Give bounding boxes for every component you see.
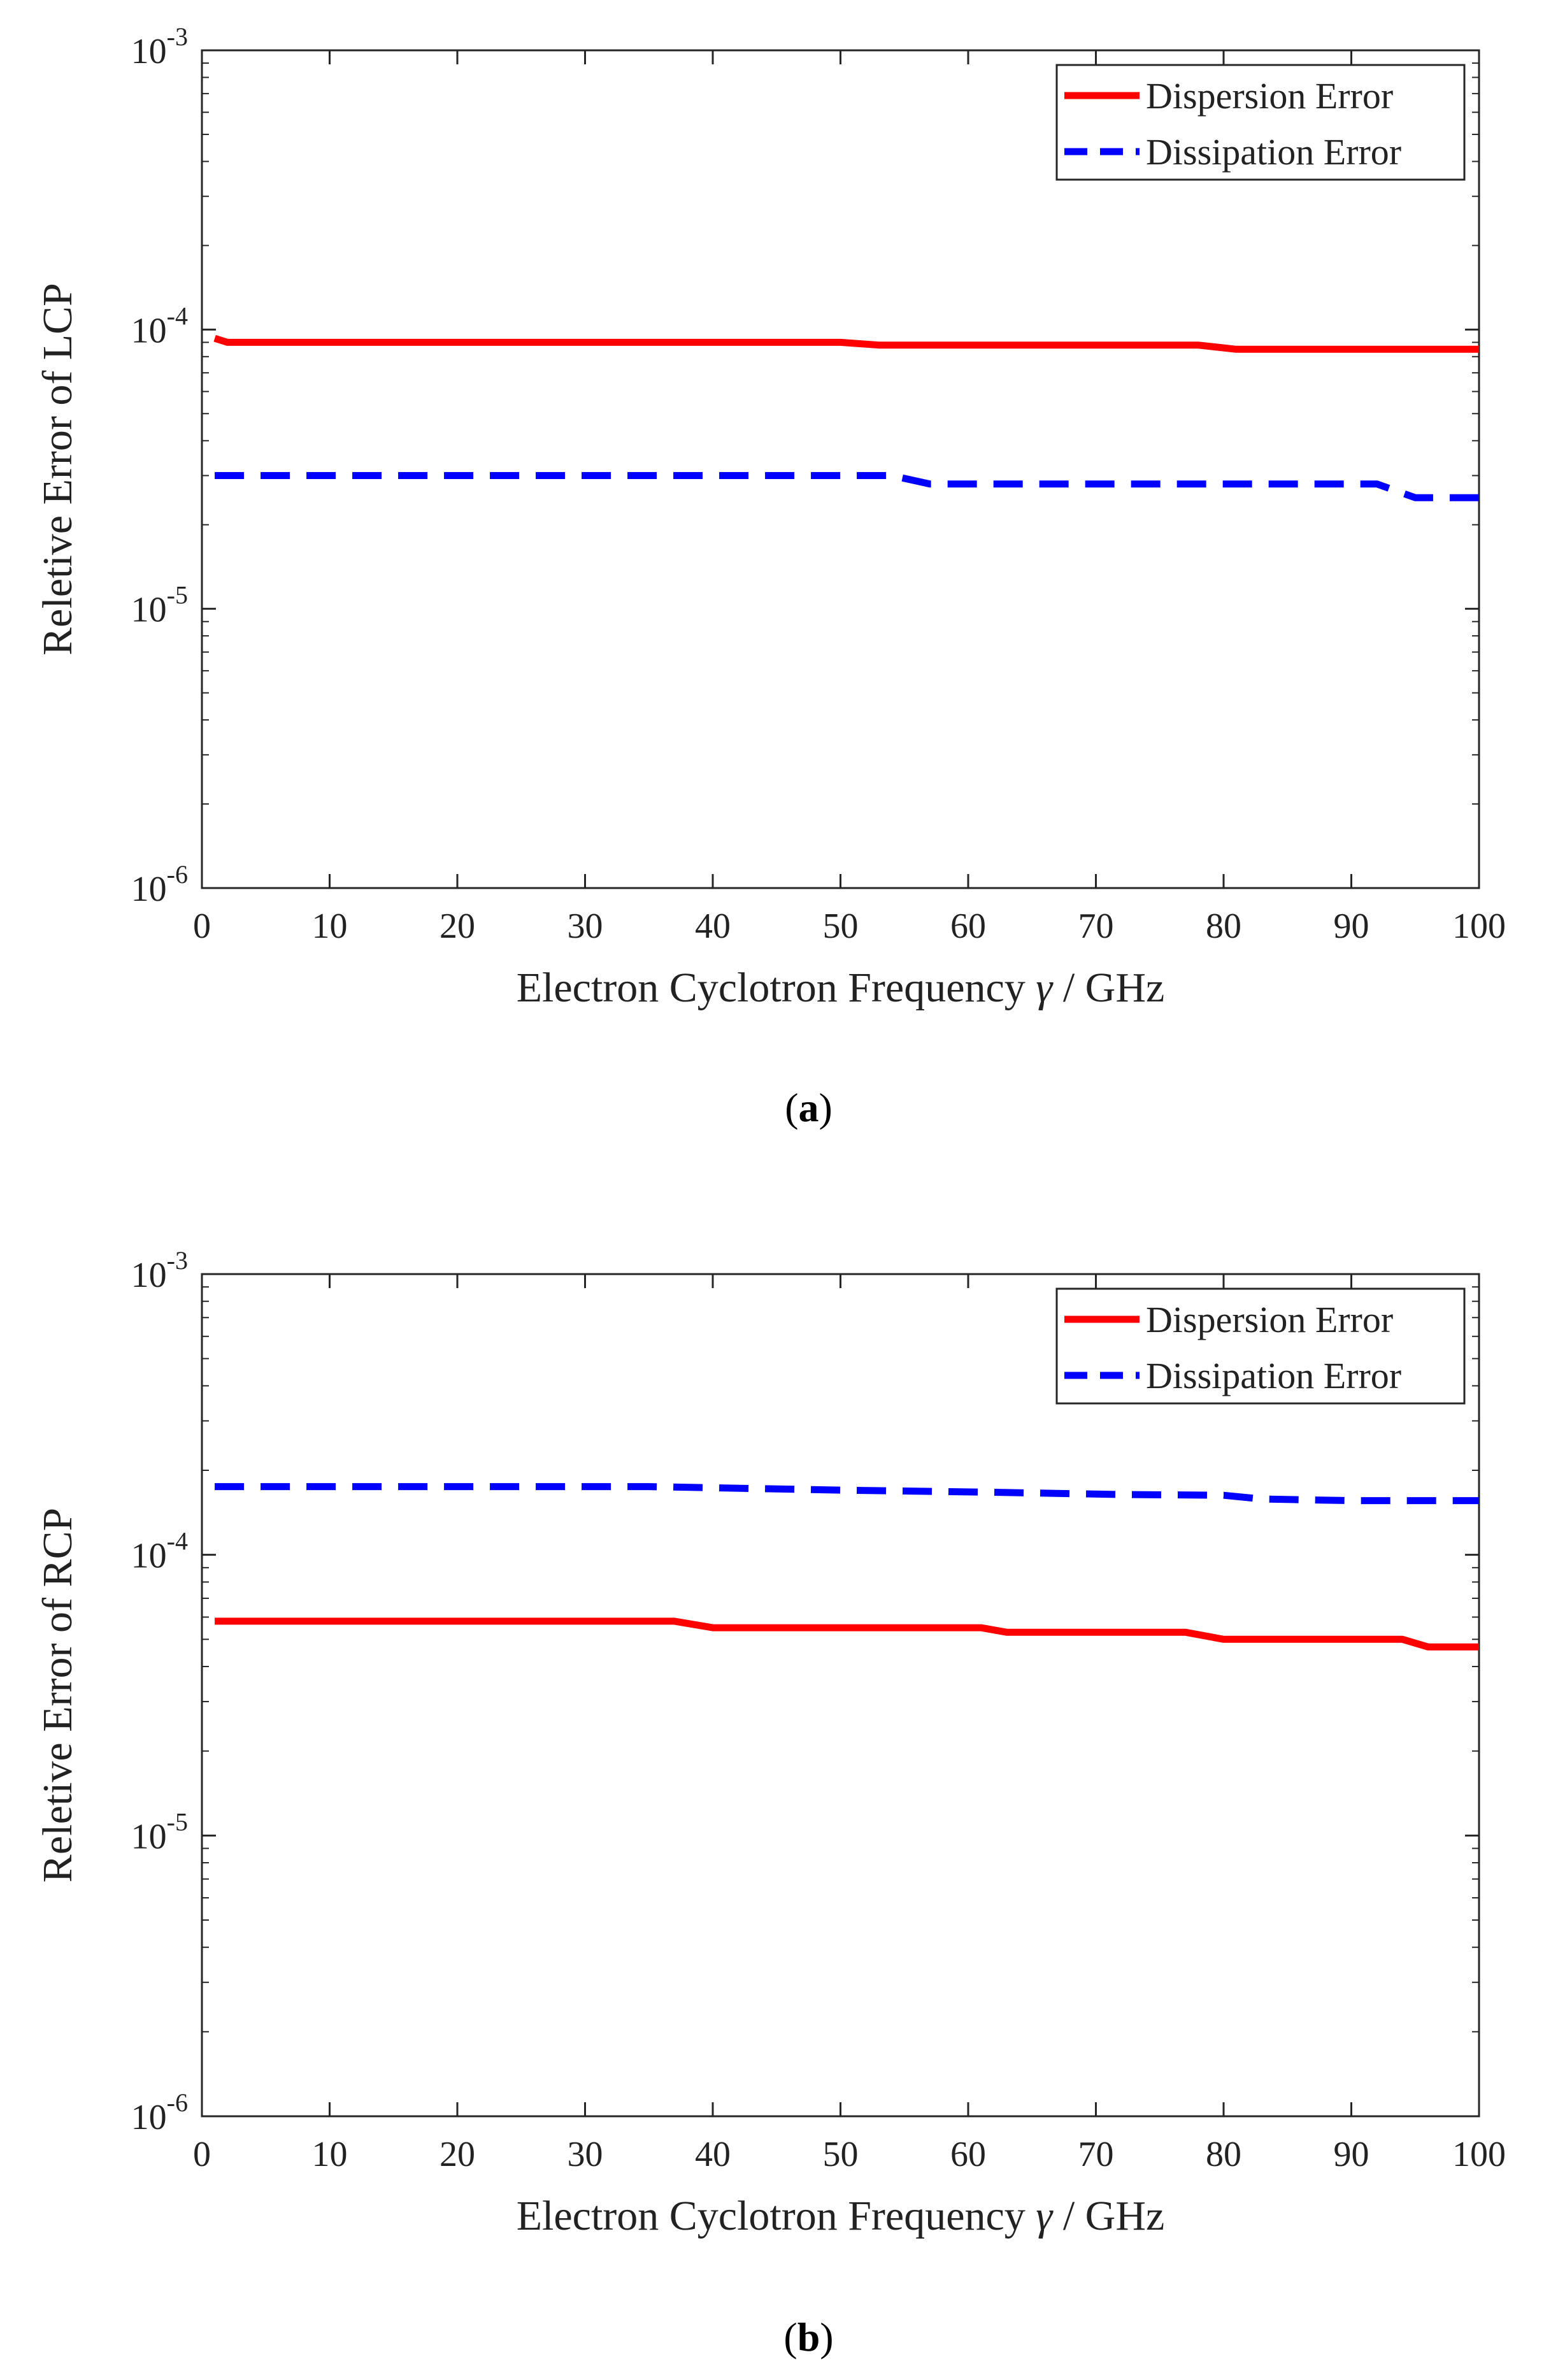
y-axis: 10-610-510-410-3 <box>131 1246 1479 2137</box>
y-axis: 10-610-510-410-3 <box>131 22 1479 909</box>
y-tick-exponent: -5 <box>167 1807 188 1836</box>
series-line-dissipation-error <box>215 472 1479 501</box>
y-tick-base: 10 <box>131 1537 167 1576</box>
x-tick-label: 70 <box>1078 907 1114 946</box>
x-axis: 0 10 20 30 40 50 60 70 80 90 100 <box>193 1274 1506 2174</box>
x-axis-label: Electron Cyclotron Frequency γ / GHz <box>517 2193 1165 2239</box>
x-axis-label-symbol: γ <box>1036 964 1054 1011</box>
legend-label: Dispersion Error <box>1146 75 1393 117</box>
legend: Dispersion Error Dissipation Error <box>1055 64 1466 181</box>
caption-open: ( <box>785 1085 798 1130</box>
y-tick-base: 10 <box>131 2098 167 2137</box>
legend-box <box>1055 1287 1466 1405</box>
panel-caption: (a) <box>785 1085 833 1130</box>
x-tick-label: 0 <box>193 2135 211 2174</box>
panel-b: 0 10 20 30 40 50 60 70 80 90 10010-610-510-410-3El… <box>34 1246 1506 2360</box>
caption-close: ) <box>819 1085 833 1130</box>
y-tick-exponent: -3 <box>167 1246 188 1275</box>
x-tick-label: 20 <box>440 907 475 946</box>
x-tick-label: 20 <box>440 2135 475 2174</box>
y-tick-label: 10-6 <box>131 860 188 909</box>
x-tick-label: 40 <box>695 907 731 946</box>
y-tick-label: 10-3 <box>131 22 188 71</box>
y-axis-label: Reletive Error of RCP <box>34 1508 81 1882</box>
x-axis-label-symbol: γ <box>1036 2193 1054 2239</box>
y-tick-base: 10 <box>131 870 167 909</box>
y-tick-label: 10-3 <box>131 1246 188 1295</box>
y-tick-exponent: -4 <box>167 301 188 330</box>
y-axis-label: Reletive Error of LCP <box>34 283 81 656</box>
series-line-dissipation-error <box>215 1483 1479 1505</box>
legend-label: Dissipation Error <box>1146 131 1401 173</box>
x-tick-label: 10 <box>312 907 348 946</box>
x-tick-label: 100 <box>1452 2135 1506 2174</box>
x-tick-label: 90 <box>1334 2135 1369 2174</box>
x-tick-label: 50 <box>823 907 859 946</box>
y-tick-label: 10-5 <box>131 1807 188 1856</box>
caption-letter: a <box>799 1085 819 1130</box>
y-tick-exponent: -6 <box>167 2088 188 2117</box>
legend-label: Dissipation Error <box>1146 1355 1401 1396</box>
y-tick-base: 10 <box>131 1256 167 1295</box>
panel-caption: (b) <box>783 2314 833 2360</box>
x-tick-label: 0 <box>193 907 211 946</box>
y-tick-label: 10-5 <box>131 581 188 630</box>
caption-open: ( <box>783 2314 797 2360</box>
plot-area-frame <box>201 49 1480 889</box>
x-axis-label-text: Electron Cyclotron Frequency <box>517 2193 1036 2239</box>
x-tick-label: 30 <box>568 907 603 946</box>
y-tick-exponent: -4 <box>167 1527 188 1556</box>
caption-letter: b <box>797 2314 820 2360</box>
x-tick-label: 100 <box>1452 907 1506 946</box>
series-line-dispersion-error <box>215 1617 1479 1651</box>
x-tick-label: 60 <box>950 907 986 946</box>
y-tick-label: 10-6 <box>131 2088 188 2137</box>
x-tick-label: 60 <box>950 2135 986 2174</box>
x-tick-label: 80 <box>1206 907 1241 946</box>
panel-a: 0 10 20 30 40 50 60 70 80 90 10010-610-510-410-3El… <box>34 22 1506 1130</box>
x-axis-label-unit: / GHz <box>1052 2193 1164 2239</box>
y-tick-exponent: -3 <box>167 22 188 51</box>
x-tick-label: 90 <box>1334 907 1369 946</box>
x-tick-label: 10 <box>312 2135 348 2174</box>
x-tick-label: 50 <box>823 2135 859 2174</box>
x-tick-label: 30 <box>568 2135 603 2174</box>
series-line-dispersion-error <box>213 334 1479 353</box>
x-axis-label-unit: / GHz <box>1052 964 1164 1011</box>
x-axis-label: Electron Cyclotron Frequency γ / GHz <box>517 964 1165 1011</box>
x-tick-label: 70 <box>1078 2135 1114 2174</box>
caption-close: ) <box>820 2314 833 2360</box>
y-tick-base: 10 <box>131 591 167 630</box>
y-tick-label: 10-4 <box>131 301 188 350</box>
y-tick-base: 10 <box>131 1817 167 1856</box>
x-tick-label: 40 <box>695 2135 731 2174</box>
legend: Dispersion Error Dissipation Error <box>1055 1287 1466 1405</box>
legend-box <box>1055 64 1466 181</box>
series-group <box>215 1483 1479 1651</box>
x-axis: 0 10 20 30 40 50 60 70 80 90 100 <box>193 50 1506 946</box>
series-group <box>213 334 1479 501</box>
plot-area-frame <box>201 1273 1480 2118</box>
y-tick-base: 10 <box>131 32 167 71</box>
y-tick-base: 10 <box>131 311 167 350</box>
y-tick-exponent: -6 <box>167 860 188 889</box>
y-tick-exponent: -5 <box>167 581 188 610</box>
x-axis-label-text: Electron Cyclotron Frequency <box>517 964 1036 1011</box>
x-tick-label: 80 <box>1206 2135 1241 2174</box>
legend-label: Dispersion Error <box>1146 1299 1393 1340</box>
y-tick-label: 10-4 <box>131 1527 188 1576</box>
